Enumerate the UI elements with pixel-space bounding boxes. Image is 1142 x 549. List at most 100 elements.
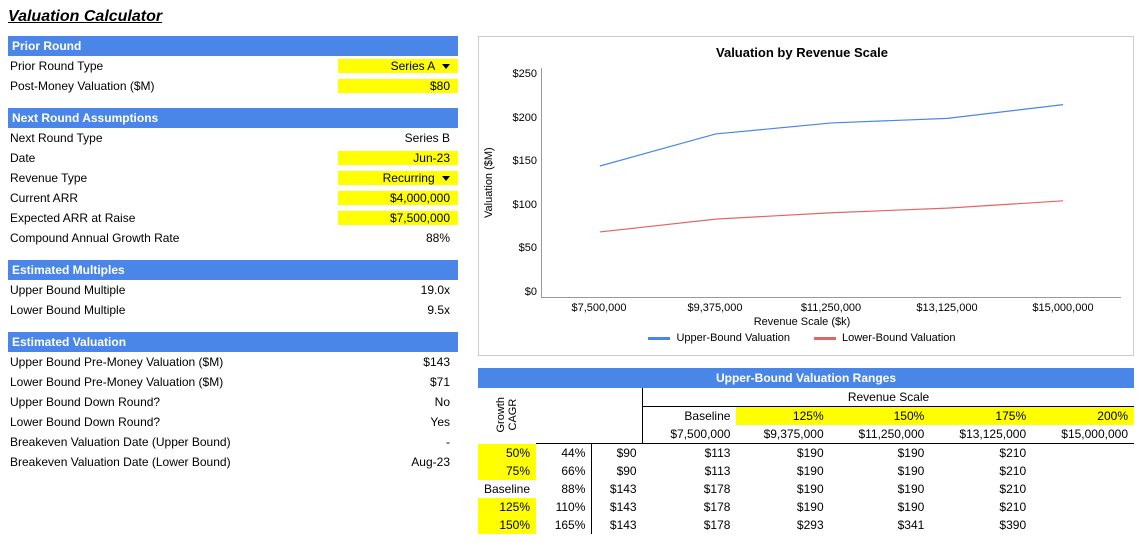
col-header: 125% — [736, 407, 829, 426]
x-tick: $7,500,000 — [541, 302, 657, 314]
cell-value: $190 — [736, 498, 829, 516]
cell-value: $190 — [830, 480, 931, 498]
table-row: Baseline88%$143$178$190$190$210 — [478, 480, 1134, 498]
table-row: Baseline 125% 150% 175% 200% — [478, 407, 1134, 426]
table-row: 50%44%$90$113$190$190$210 — [478, 444, 1134, 463]
upper-down-value: No — [338, 395, 458, 409]
row-pct: 165% — [536, 516, 592, 534]
page-title: Valuation Calculator — [8, 8, 1134, 26]
table-row: 150%165%$143$178$293$341$390 — [478, 516, 1134, 534]
upper-pm-label: Upper Bound Pre-Money Valuation ($M) — [8, 355, 338, 369]
cell-value: $113 — [643, 444, 737, 463]
legend-lower-label: Lower-Bound Valuation — [842, 332, 956, 344]
col-sub: $11,250,000 — [830, 425, 931, 444]
valuation-header: Estimated Valuation — [8, 332, 458, 352]
chart-legend: Upper-Bound Valuation Lower-Bound Valuat… — [483, 332, 1121, 344]
be-lower-label: Breakeven Valuation Date (Lower Bound) — [8, 455, 338, 469]
table-row: 75%66%$90$113$190$190$210 — [478, 462, 1134, 480]
exp-arr-label: Expected ARR at Raise — [8, 211, 338, 225]
row-label: 150% — [478, 516, 536, 534]
chevron-down-icon — [442, 176, 450, 181]
date-label: Date — [8, 151, 338, 165]
left-column: Prior Round Prior Round Type Series A Po… — [8, 36, 458, 534]
cell-value: $210 — [930, 498, 1032, 516]
col-header: 150% — [830, 407, 931, 426]
x-tick: $9,375,000 — [657, 302, 773, 314]
cell-value: $113 — [643, 462, 737, 480]
cell-value: $90 — [592, 462, 643, 480]
y-tick: $100 — [501, 199, 537, 211]
cell-value: $143 — [592, 516, 643, 534]
cell-value: $190 — [736, 480, 829, 498]
col-header: 200% — [1032, 407, 1134, 426]
chart-y-ticks: $250 $200 $150 $100 $50 $0 — [501, 68, 541, 298]
cell-value: $143 — [592, 480, 643, 498]
cell-value: $390 — [930, 516, 1032, 534]
y-tick: $0 — [501, 286, 537, 298]
growth-cagr-label: Growth CAGR — [495, 389, 519, 441]
cell-value: $178 — [643, 516, 737, 534]
table-row: $7,500,000 $9,375,000 $11,250,000 $13,12… — [478, 425, 1134, 444]
lower-mult-label: Lower Bound Multiple — [8, 303, 338, 317]
lower-down-value: Yes — [338, 415, 458, 429]
chart-title: Valuation by Revenue Scale — [483, 45, 1121, 60]
cell-value: $178 — [643, 498, 737, 516]
cell-value: $210 — [930, 462, 1032, 480]
cell-value: $210 — [930, 444, 1032, 463]
y-tick: $50 — [501, 242, 537, 254]
ranges-header: Upper-Bound Valuation Ranges — [478, 368, 1134, 388]
legend-line-icon — [814, 337, 836, 340]
be-upper-label: Breakeven Valuation Date (Upper Bound) — [8, 435, 338, 449]
row-pct: 88% — [536, 480, 592, 498]
cell-value: $293 — [736, 516, 829, 534]
right-column: Valuation by Revenue Scale Valuation ($M… — [478, 36, 1134, 534]
ranges-table: Growth CAGR Revenue Scale Baseline 125% … — [478, 388, 1134, 534]
prior-round-type-label: Prior Round Type — [8, 59, 338, 73]
multiples-header: Estimated Multiples — [8, 260, 458, 280]
next-round-type-label: Next Round Type — [8, 131, 338, 145]
prior-round-type-select[interactable]: Series A — [338, 59, 458, 73]
x-tick: $11,250,000 — [773, 302, 889, 314]
postmoney-input[interactable]: $80 — [338, 79, 458, 93]
y-tick: $250 — [501, 68, 537, 80]
chevron-down-icon — [442, 64, 450, 69]
lower-pm-label: Lower Bound Pre-Money Valuation ($M) — [8, 375, 338, 389]
col-sub: $9,375,000 — [736, 425, 829, 444]
col-sub: $15,000,000 — [1032, 425, 1134, 444]
y-tick: $150 — [501, 155, 537, 167]
table-row: 125%110%$143$178$190$190$210 — [478, 498, 1134, 516]
cell-value: $190 — [736, 444, 829, 463]
row-pct: 110% — [536, 498, 592, 516]
curr-arr-label: Current ARR — [8, 191, 338, 205]
cell-value: $190 — [830, 444, 931, 463]
postmoney-label: Post-Money Valuation ($M) — [8, 79, 338, 93]
row-label: Baseline — [478, 480, 536, 498]
revtype-label: Revenue Type — [8, 171, 338, 185]
revtype-select[interactable]: Recurring — [338, 171, 458, 185]
row-pct: 66% — [536, 462, 592, 480]
curr-arr-input[interactable]: $4,000,000 — [338, 191, 458, 205]
x-tick: $15,000,000 — [1005, 302, 1121, 314]
cell-value: $190 — [736, 462, 829, 480]
cagr-label: Compound Annual Growth Rate — [8, 231, 338, 245]
row-label: 125% — [478, 498, 536, 516]
col-sub: $7,500,000 — [643, 425, 737, 444]
x-tick: $13,125,000 — [889, 302, 1005, 314]
main-layout: Prior Round Prior Round Type Series A Po… — [8, 36, 1134, 534]
upper-down-label: Upper Bound Down Round? — [8, 395, 338, 409]
y-tick: $200 — [501, 112, 537, 124]
chart-svg — [542, 68, 1121, 297]
cell-value: $178 — [643, 480, 737, 498]
col-header: Baseline — [643, 407, 737, 426]
chart-x-ticks: $7,500,000 $9,375,000 $11,250,000 $13,12… — [541, 302, 1121, 314]
chart-plot-area — [541, 68, 1121, 298]
lower-mult-value: 9.5x — [338, 303, 458, 317]
row-label: 75% — [478, 462, 536, 480]
upper-mult-label: Upper Bound Multiple — [8, 283, 338, 297]
exp-arr-input[interactable]: $7,500,000 — [338, 211, 458, 225]
row-label: 50% — [478, 444, 536, 463]
cell-value: $190 — [830, 498, 931, 516]
cell-value: $190 — [830, 462, 931, 480]
revtype-value: Recurring — [383, 171, 435, 185]
date-input[interactable]: Jun-23 — [338, 151, 458, 165]
